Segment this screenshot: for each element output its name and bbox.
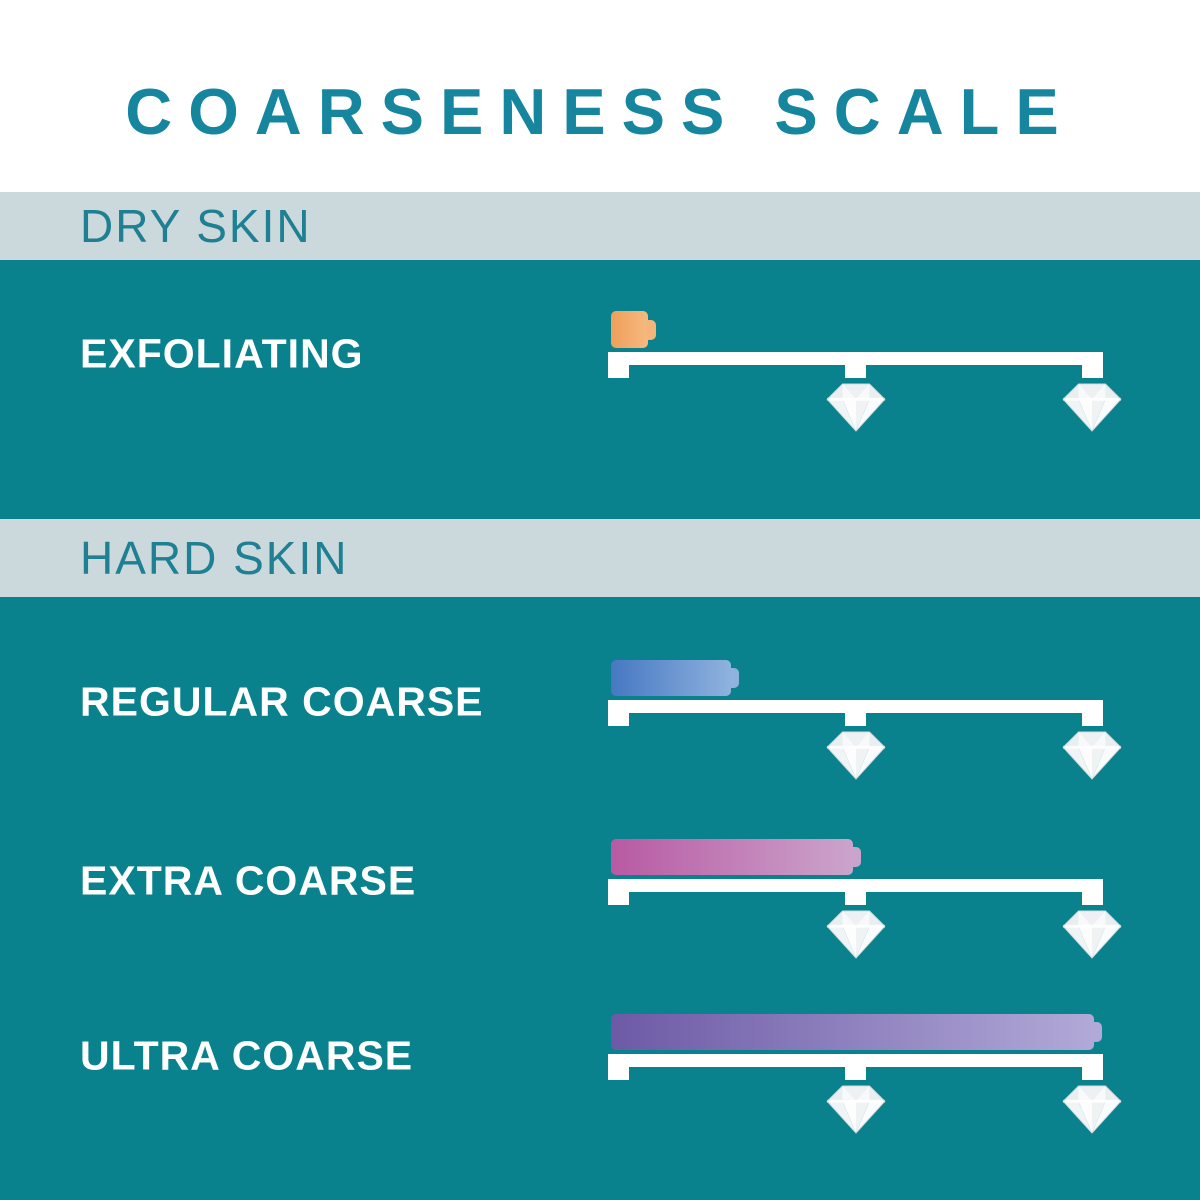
bar-end-nub: [730, 668, 739, 688]
dry-skin-band: DRY SKIN: [0, 192, 1200, 260]
ruler-tick-middle: [845, 352, 866, 378]
dry-skin-label: DRY SKIN: [80, 200, 312, 252]
scale-ruler: [608, 352, 1103, 378]
ruler-tick-right: [1082, 1054, 1103, 1080]
row-label-exfoliating: EXFOLIATING: [80, 330, 364, 377]
bar-end-nub: [852, 847, 861, 867]
bar-end-nub: [647, 319, 656, 340]
coarseness-bar-exfoliating: [611, 311, 656, 348]
diamond-icon-middle: [826, 910, 886, 959]
row-ultra-coarse: ULTRA COARSE: [0, 964, 1200, 1139]
ruler-tick-right: [1082, 700, 1103, 726]
ruler-tick-left: [608, 700, 629, 726]
coarseness-bar-extra-coarse: [611, 839, 861, 875]
page-title: COARSENESS SCALE: [125, 75, 1075, 148]
row-label-regular-coarse: REGULAR COARSE: [80, 678, 484, 725]
ruler-tick-middle: [845, 1054, 866, 1080]
ruler-tick-right: [1082, 352, 1103, 378]
row-label-extra-coarse: EXTRA COARSE: [80, 857, 417, 904]
row-exfoliating: EXFOLIATING: [0, 262, 1200, 437]
ruler-tick-left: [608, 879, 629, 905]
row-extra-coarse: EXTRA COARSE: [0, 789, 1200, 964]
scale-ruler: [608, 1054, 1103, 1080]
coarseness-bar-ultra-coarse: [611, 1014, 1102, 1050]
ruler-tick-middle: [845, 700, 866, 726]
diamond-icon-middle: [826, 731, 886, 780]
row-label-ultra-coarse: ULTRA COARSE: [80, 1032, 414, 1079]
ruler-tick-right: [1082, 879, 1103, 905]
bar-end-nub: [1093, 1022, 1102, 1042]
diamond-icon-middle: [826, 1085, 886, 1134]
ruler-tick-left: [608, 352, 629, 378]
row-regular-coarse: REGULAR COARSE: [0, 610, 1200, 785]
diamond-icon-right: [1062, 731, 1122, 780]
hard-skin-label: HARD SKIN: [80, 532, 349, 584]
scale-ruler: [608, 700, 1103, 726]
coarseness-bar-regular-coarse: [611, 660, 739, 696]
ruler-tick-middle: [845, 879, 866, 905]
diamond-icon-right: [1062, 383, 1122, 432]
ruler-tick-left: [608, 1054, 629, 1080]
diamond-icon-middle: [826, 383, 886, 432]
scale-ruler: [608, 879, 1103, 905]
diamond-icon-right: [1062, 910, 1122, 959]
diamond-icon-right: [1062, 1085, 1122, 1134]
hard-skin-band: HARD SKIN: [0, 519, 1200, 597]
